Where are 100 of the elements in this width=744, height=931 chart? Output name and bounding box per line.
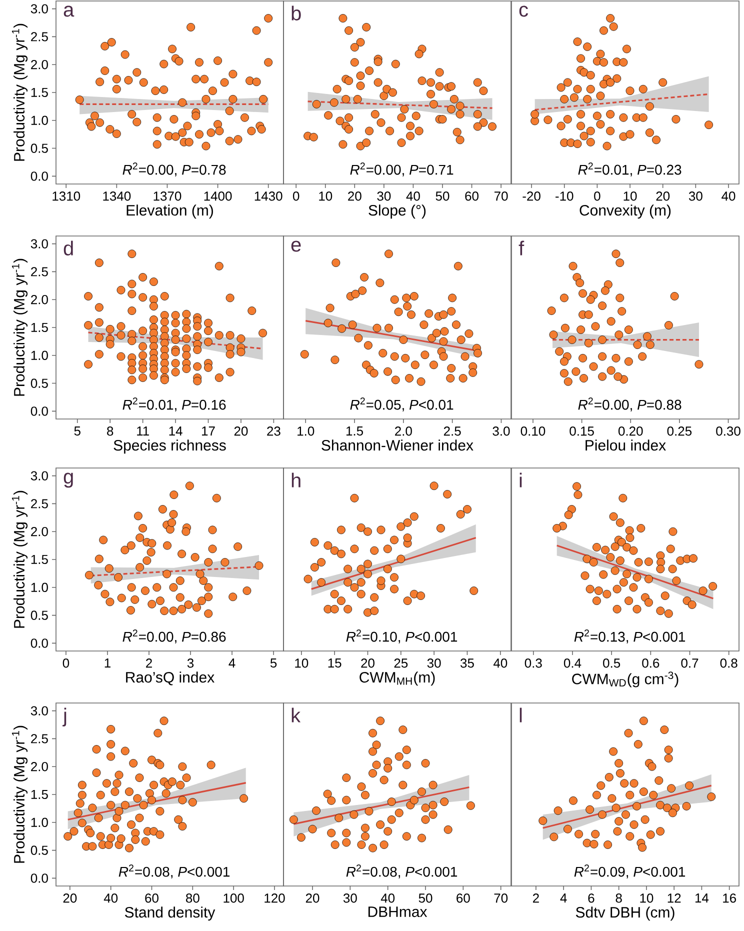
x-tick-label: 1	[104, 658, 110, 668]
point	[636, 524, 646, 532]
point	[598, 372, 607, 381]
point	[601, 286, 610, 295]
x-tick-label: 0.15	[570, 426, 594, 436]
point	[614, 759, 624, 768]
point	[394, 752, 404, 761]
point	[297, 833, 306, 842]
point	[350, 494, 359, 502]
point	[384, 827, 392, 836]
y-tick-label: 2.5	[31, 499, 48, 508]
point	[576, 54, 585, 63]
point	[614, 817, 624, 826]
x-tick-label: 70	[494, 192, 508, 201]
point	[654, 776, 664, 785]
point	[563, 115, 572, 124]
x-axis-title: Rao’sQ index	[126, 672, 214, 686]
point	[584, 338, 593, 348]
x-tick-label: 1430	[254, 192, 282, 201]
point	[357, 840, 366, 849]
x-tick-label: 60	[145, 894, 158, 903]
y-tick-label: 0.5	[30, 144, 48, 153]
annotation: R$^{2}$=0.00, P=0.86	[122, 630, 226, 644]
point	[666, 544, 675, 554]
point	[390, 573, 398, 582]
y-tick-label: 3.0	[30, 706, 48, 716]
point	[564, 824, 572, 834]
point	[554, 806, 562, 815]
x-axis-title: Species richness	[114, 440, 226, 454]
annotation: h	[292, 472, 300, 488]
x-tick-label: 100	[224, 894, 244, 903]
x-tick-label: 0.25	[667, 426, 692, 436]
point	[576, 122, 585, 130]
x-tick-label: 0.30	[716, 426, 740, 436]
point	[612, 804, 620, 812]
point	[594, 586, 603, 595]
point	[368, 728, 377, 738]
point	[376, 576, 386, 585]
point	[564, 377, 572, 386]
point	[626, 790, 634, 800]
point	[632, 604, 642, 614]
point	[586, 70, 595, 80]
point	[634, 558, 643, 566]
x-tick-label: 25	[394, 658, 408, 668]
point	[619, 113, 628, 122]
point	[664, 746, 673, 754]
point	[428, 800, 438, 810]
point	[707, 792, 716, 801]
point	[618, 494, 628, 502]
point	[656, 827, 664, 836]
point	[589, 558, 598, 566]
x-tick-label: 1370	[154, 192, 182, 201]
point	[612, 354, 620, 362]
annotation: R$^{2}$=0.05, P<0.01	[350, 398, 454, 412]
point	[330, 604, 339, 614]
point	[312, 806, 320, 815]
point	[304, 574, 312, 584]
x-tick-label: 0.20	[618, 426, 643, 436]
point	[616, 556, 624, 565]
annotation: R$^{2}$=0.09, P<0.001	[574, 864, 686, 878]
y-tick-label: 1.0	[31, 818, 48, 827]
point	[330, 840, 340, 849]
point	[600, 26, 608, 35]
point	[350, 544, 359, 554]
annotation: R$^{2}$=0.08, P<0.001	[346, 864, 458, 878]
point	[656, 606, 665, 616]
point	[560, 369, 568, 378]
point	[580, 374, 588, 382]
point	[390, 536, 398, 544]
point	[383, 564, 392, 574]
point	[660, 592, 670, 600]
point	[342, 838, 351, 847]
point	[580, 571, 590, 580]
point	[370, 606, 379, 616]
point	[638, 113, 648, 122]
point	[629, 546, 638, 555]
point	[612, 74, 622, 83]
y-tick-label: 0.5	[30, 846, 48, 855]
point	[572, 367, 580, 376]
point	[573, 38, 582, 46]
x-tick-label: 80	[186, 894, 200, 903]
point	[619, 58, 628, 67]
point	[682, 802, 691, 810]
point	[606, 14, 615, 22]
point	[606, 78, 615, 87]
point	[530, 110, 540, 118]
x-tick-label: 4	[228, 658, 236, 668]
annotation: R$^{2}$=0.00, P=0.71	[350, 162, 454, 176]
point	[586, 295, 595, 304]
point	[556, 122, 566, 130]
y-axis-title: Productivity (Mg yr$^{-1}$)	[12, 726, 28, 863]
point	[428, 780, 438, 790]
point	[430, 482, 438, 490]
point	[580, 68, 588, 77]
annotation: e	[291, 240, 301, 252]
point	[583, 94, 592, 104]
x-tick-label: 1.5	[346, 426, 363, 436]
point	[387, 798, 396, 806]
point	[606, 126, 615, 136]
point	[596, 50, 605, 58]
